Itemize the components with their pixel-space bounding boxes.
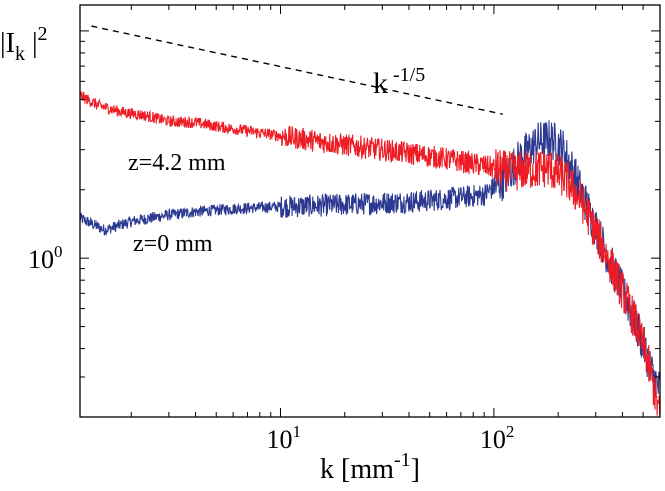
y-ticks: 100: [28, 30, 660, 418]
series-line-z-4-2: [79, 90, 661, 418]
reference-slope-line: [91, 25, 503, 115]
series-layer: [79, 90, 661, 418]
reference-line-label: k -1/5: [373, 64, 425, 100]
y-axis-label: |Ik |2: [0, 23, 48, 65]
x-ticks: 101 102: [130, 5, 661, 454]
x-tick-label-100: 102: [480, 422, 514, 454]
x-tick-label-10: 101: [266, 422, 301, 454]
series-label-z-0: z=0 mm: [133, 231, 213, 257]
y-tick-label-1: 100: [28, 242, 63, 274]
series-label-z-4-2: z=4.2 mm: [128, 150, 226, 176]
x-axis-label: k [mm-1]: [320, 449, 420, 485]
plot-frame: [79, 4, 661, 418]
series-line-z-0: [79, 120, 661, 400]
